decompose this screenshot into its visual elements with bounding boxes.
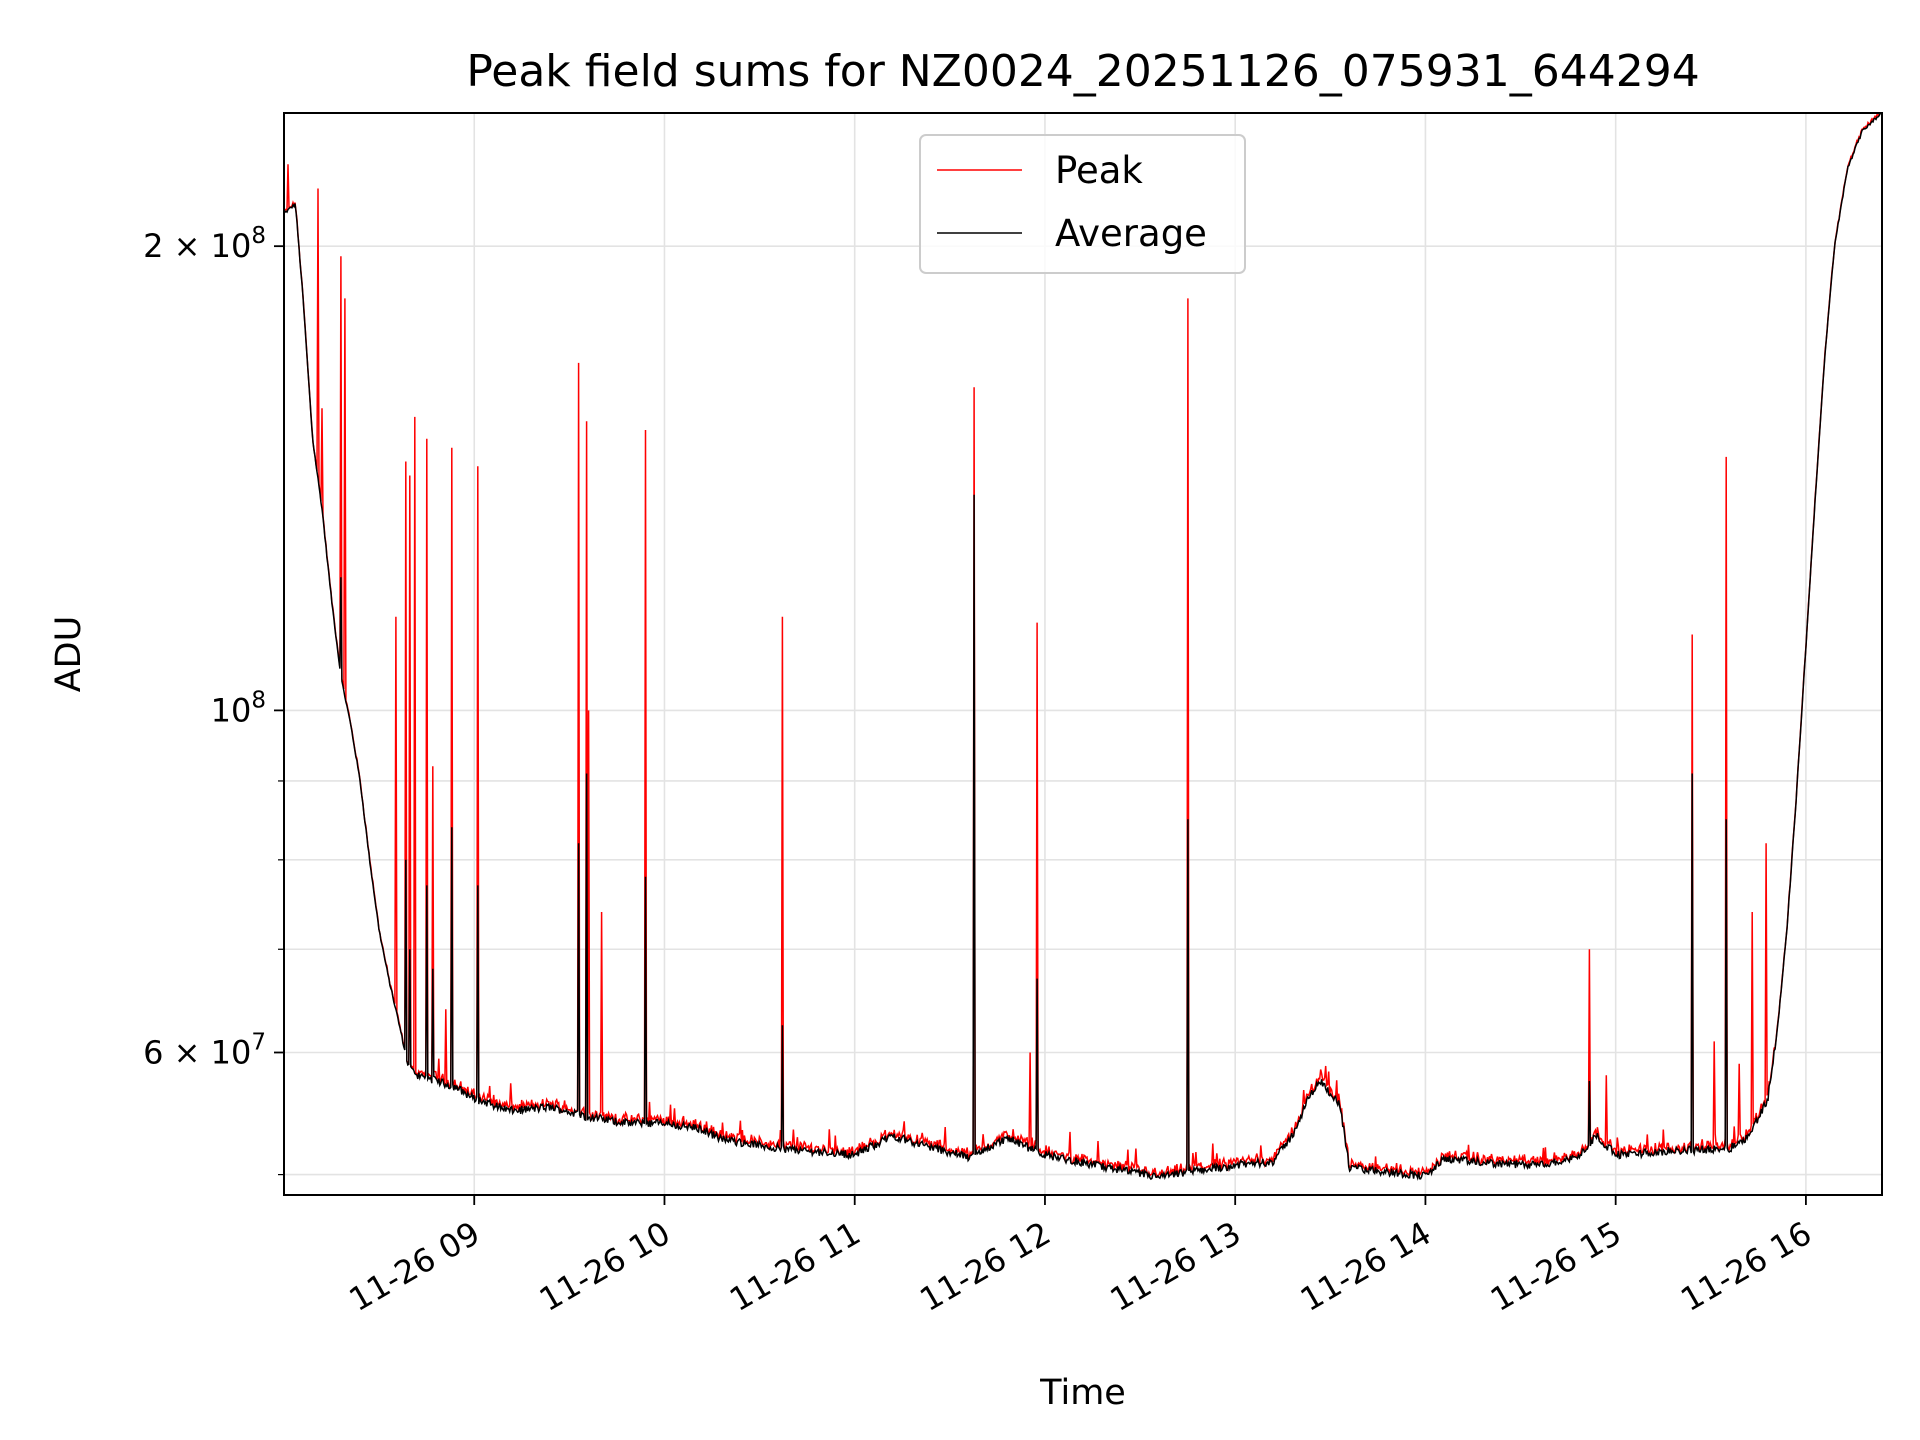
plot-frame: [283, 112, 1883, 1196]
average-series-line: [283, 112, 1883, 1181]
chart-title: Peak field sums for NZ0024_20251126_0759…: [466, 46, 1699, 97]
y-tick-label: 6 × 107: [143, 1029, 266, 1071]
x-axis-label: Time: [1039, 1373, 1126, 1413]
y-tick-label: 108: [211, 687, 266, 729]
legend-peak-label: Peak: [1055, 149, 1143, 192]
y-tick-label: 2 × 108: [143, 223, 266, 265]
y-axis-label: ADU: [49, 616, 89, 693]
legend: Peak Average: [919, 134, 1246, 274]
legend-average-label: Average: [1055, 212, 1207, 255]
series-group: [283, 112, 1883, 1181]
